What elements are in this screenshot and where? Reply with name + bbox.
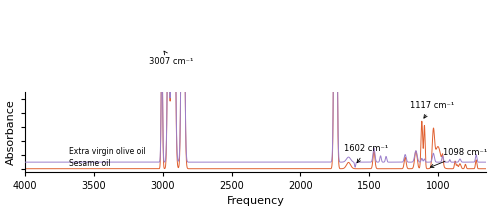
Text: Extra virgin olive oil: Extra virgin olive oil	[70, 147, 146, 156]
Extra virgin olive oil	[228, 161, 234, 163]
Extra virgin olive oil	[196, 161, 202, 163]
Sesame oil	[132, 167, 138, 170]
Extra virgin olive oil	[134, 161, 140, 163]
Sesame oil	[228, 167, 234, 170]
Text: 3007 cm⁻¹: 3007 cm⁻¹	[149, 51, 194, 66]
Extra virgin olive oil	[480, 161, 486, 163]
Sesame oil	[196, 167, 202, 170]
Line: Sesame oil: Sesame oil	[26, 0, 486, 169]
Sesame oil	[483, 167, 489, 170]
Text: 1117 cm⁻¹: 1117 cm⁻¹	[410, 101, 455, 118]
Extra virgin olive oil	[483, 161, 489, 163]
Sesame oil	[22, 167, 28, 170]
X-axis label: Frequency: Frequency	[226, 197, 284, 206]
Text: Sesame oil: Sesame oil	[70, 159, 111, 168]
Extra virgin olive oil	[22, 161, 28, 163]
Sesame oil	[134, 167, 140, 170]
Extra virgin olive oil	[130, 161, 136, 163]
Text: 1602 cm⁻¹: 1602 cm⁻¹	[344, 144, 389, 163]
Sesame oil	[480, 167, 486, 170]
Sesame oil	[130, 167, 136, 170]
Y-axis label: Absorbance: Absorbance	[6, 99, 16, 165]
Text: 1098 cm⁻¹: 1098 cm⁻¹	[430, 148, 488, 167]
Extra virgin olive oil	[132, 161, 138, 163]
Extra virgin olive oil	[352, 166, 358, 169]
Line: Extra virgin olive oil: Extra virgin olive oil	[26, 0, 486, 167]
